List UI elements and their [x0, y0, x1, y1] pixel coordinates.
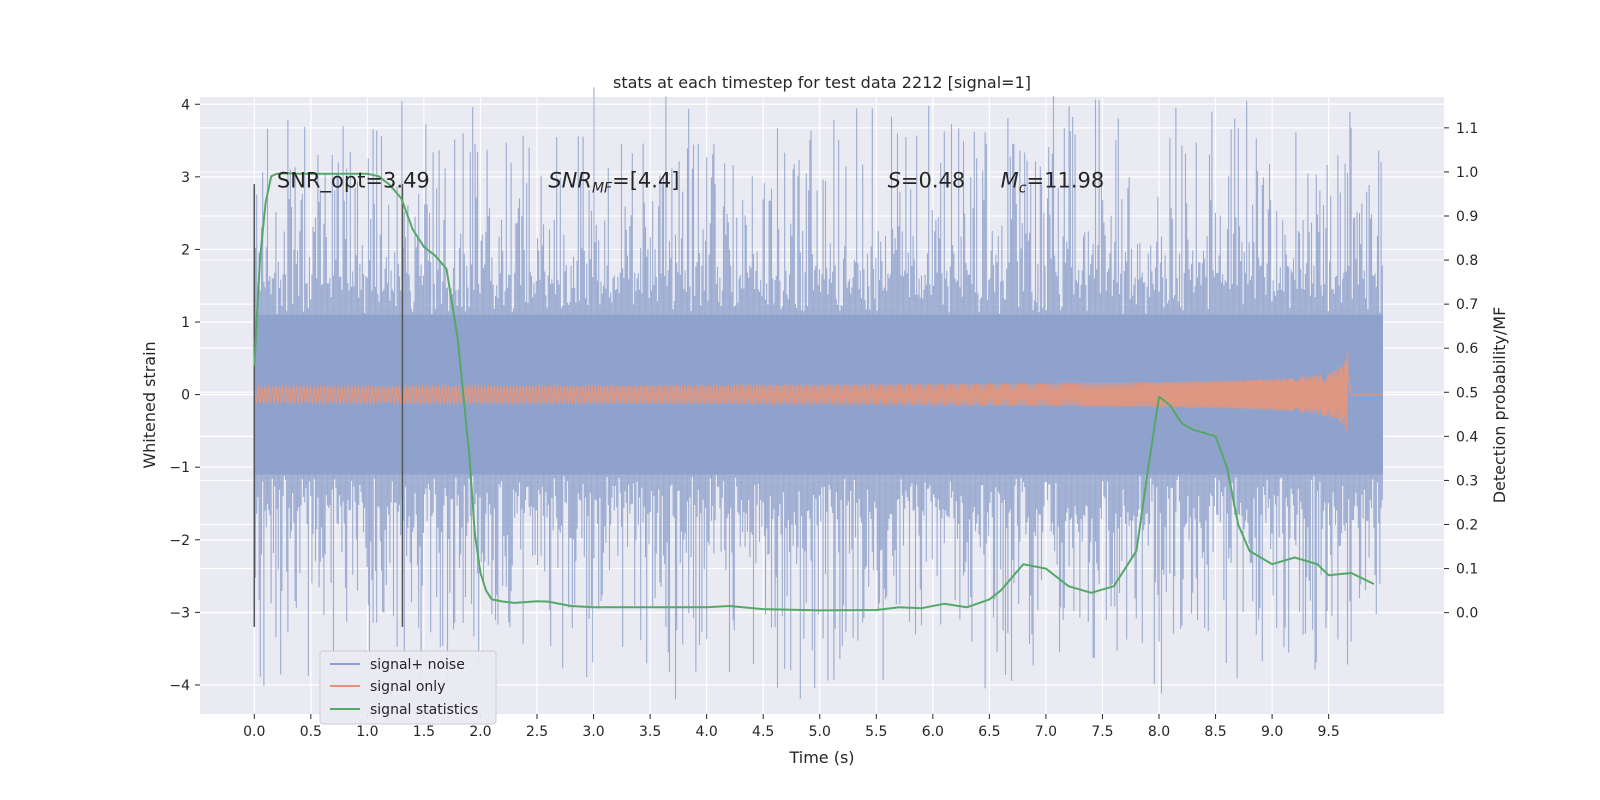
- y2-tick-label: 0.3: [1456, 473, 1478, 489]
- x-tick-label: 2.0: [469, 724, 491, 740]
- x-tick-label: 8.0: [1148, 724, 1170, 740]
- x-axis-label: Time (s): [788, 748, 854, 767]
- x-tick-label: 3.5: [639, 724, 661, 740]
- y-tick-label: 3: [181, 170, 190, 186]
- y-tick-label: −1: [169, 460, 190, 476]
- y2-tick-label: 0.5: [1456, 385, 1478, 401]
- x-tick-label: 0.0: [243, 724, 265, 740]
- legend-label-signal: signal only: [370, 679, 445, 695]
- x-tick-label: 7.0: [1035, 724, 1057, 740]
- annotation-value: =0.48: [901, 169, 965, 193]
- signal-only-series: [253, 351, 1383, 431]
- signal-trace: [253, 351, 1383, 431]
- y-tick-label: 0: [181, 388, 190, 404]
- x-tick-label: 1.5: [413, 724, 435, 740]
- y-tick-label: 4: [181, 97, 190, 113]
- y2-tick-label: 0.9: [1456, 209, 1478, 225]
- y2-tick-label: 1.1: [1456, 121, 1478, 137]
- y2-tick-label: 0.0: [1456, 606, 1478, 622]
- legend-box: [319, 650, 497, 725]
- x-axis-ticks: 0.0 0.5 1.0 1.5 2.0 2.5 3.0 3.5 4.0 4.5 5.0 5.5 6.0 6…: [243, 714, 1340, 740]
- y2-axis-label: Detection probability/MF: [1490, 307, 1509, 504]
- x-tick-label: 9.0: [1261, 724, 1283, 740]
- vertical-lines: [253, 184, 404, 627]
- x-tick-label: 6.5: [978, 724, 1000, 740]
- annotation-main: M: [1001, 169, 1019, 193]
- y2-tick-label: 1.0: [1456, 165, 1478, 181]
- x-tick-label: 5.5: [865, 724, 887, 740]
- y2-tick-label: 0.4: [1456, 429, 1478, 445]
- x-tick-label: 4.5: [752, 724, 774, 740]
- annotations: SNR_opt=3.49 SNRMF=[4.4] S=0.48 Mc=11.98: [277, 169, 1104, 197]
- x-tick-label: 1.0: [356, 724, 378, 740]
- y-tick-label: −2: [169, 533, 190, 549]
- y-tick-label: −3: [169, 605, 190, 621]
- y2-tick-label: 0.7: [1456, 297, 1478, 313]
- annotation-main: SNR: [548, 169, 592, 193]
- signal-statistics-series: [253, 172, 1375, 612]
- stats-line: [253, 172, 1375, 612]
- x-tick-label: 9.5: [1318, 724, 1340, 740]
- annotation-value: =[4.4]: [612, 169, 679, 193]
- y2-tick-label: 0.1: [1456, 562, 1478, 578]
- y-tick-label: 2: [181, 242, 190, 258]
- annotation-main: S: [888, 169, 901, 193]
- x-tick-label: 2.5: [526, 724, 548, 740]
- legend: signal+ noise signal only signal statist…: [319, 650, 497, 725]
- chart-title: stats at each timestep for test data 221…: [613, 73, 1031, 92]
- annotation-text: SNRMF=[4.4]: [548, 169, 679, 197]
- annotation-text: SNR_opt=3.49: [277, 169, 430, 194]
- y2-tick-label: 0.6: [1456, 341, 1478, 357]
- annotation-subscript: MF: [592, 181, 613, 197]
- annotation-main: SNR_opt=3.49: [277, 169, 430, 194]
- y-axis-ticks: 4 3 2 1 0 −1 −2 −3 −4: [169, 97, 200, 694]
- legend-label-stats: signal statistics: [370, 702, 478, 718]
- y2-axis-ticks: 1.1 1.0 0.9 0.8 0.7 0.6 0.5 0.4 0.3 0.2 0.1 0.0: [1444, 121, 1478, 622]
- annotation-value: =11.98: [1027, 169, 1105, 193]
- x-tick-label: 7.5: [1091, 724, 1113, 740]
- annotation-text: Mc=11.98: [1001, 169, 1105, 197]
- x-tick-label: 8.5: [1204, 724, 1226, 740]
- x-tick-label: 5.0: [809, 724, 831, 740]
- annotation-subscript: c: [1019, 181, 1027, 197]
- annotation-text: S=0.48: [888, 169, 966, 193]
- y-tick-label: 1: [181, 315, 190, 331]
- x-tick-label: 0.5: [300, 724, 322, 740]
- x-tick-label: 4.0: [696, 724, 718, 740]
- y2-tick-label: 0.2: [1456, 517, 1478, 533]
- y2-tick-label: 0.8: [1456, 253, 1478, 269]
- x-tick-label: 3.0: [582, 724, 604, 740]
- legend-label-noise: signal+ noise: [370, 657, 465, 673]
- y-tick-label: −4: [169, 678, 190, 694]
- y-axis-label: Whitened strain: [140, 341, 159, 468]
- x-tick-label: 6.0: [922, 724, 944, 740]
